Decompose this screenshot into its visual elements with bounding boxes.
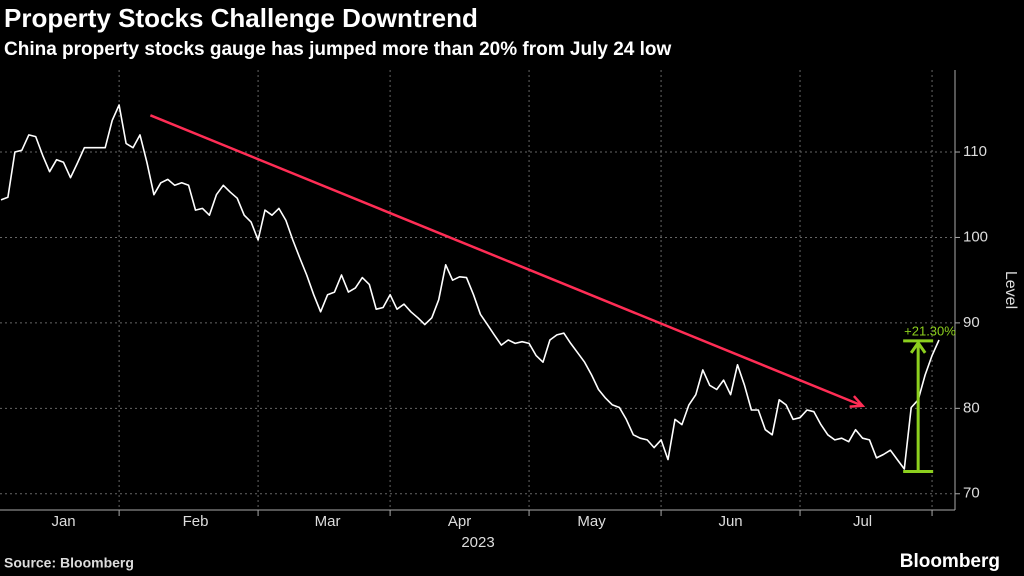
y-tick-label: 110 [963,143,987,160]
y-tick-label: 80 [963,399,980,416]
x-tick-label: Jul [853,513,872,530]
y-axis-label: Level [1002,271,1019,309]
x-tick-label: Mar [315,513,341,530]
y-tick-label: 100 [963,228,988,245]
source: Source: Bloomberg [4,555,134,571]
x-tick-label: Feb [183,513,209,530]
y-tick-label: 70 [963,485,980,502]
trend-arrow [149,114,864,407]
trend-arrowhead [849,395,866,408]
x-tick-label: May [577,513,606,530]
chart-subtitle: China property stocks gauge has jumped m… [4,39,671,60]
x-tick-label: Jun [718,513,742,530]
change-arrowhead [909,340,927,354]
chart-title: Property Stocks Challenge Downtrend [4,3,478,33]
y-tick-label: 90 [963,314,980,331]
x-axis-label: 2023 [461,534,494,551]
brand: Bloomberg [900,551,1000,572]
x-tick-label: Apr [448,513,471,530]
change-label: +21.30% [904,323,956,338]
line [0,104,940,470]
x-tick-label: Jan [51,513,75,530]
